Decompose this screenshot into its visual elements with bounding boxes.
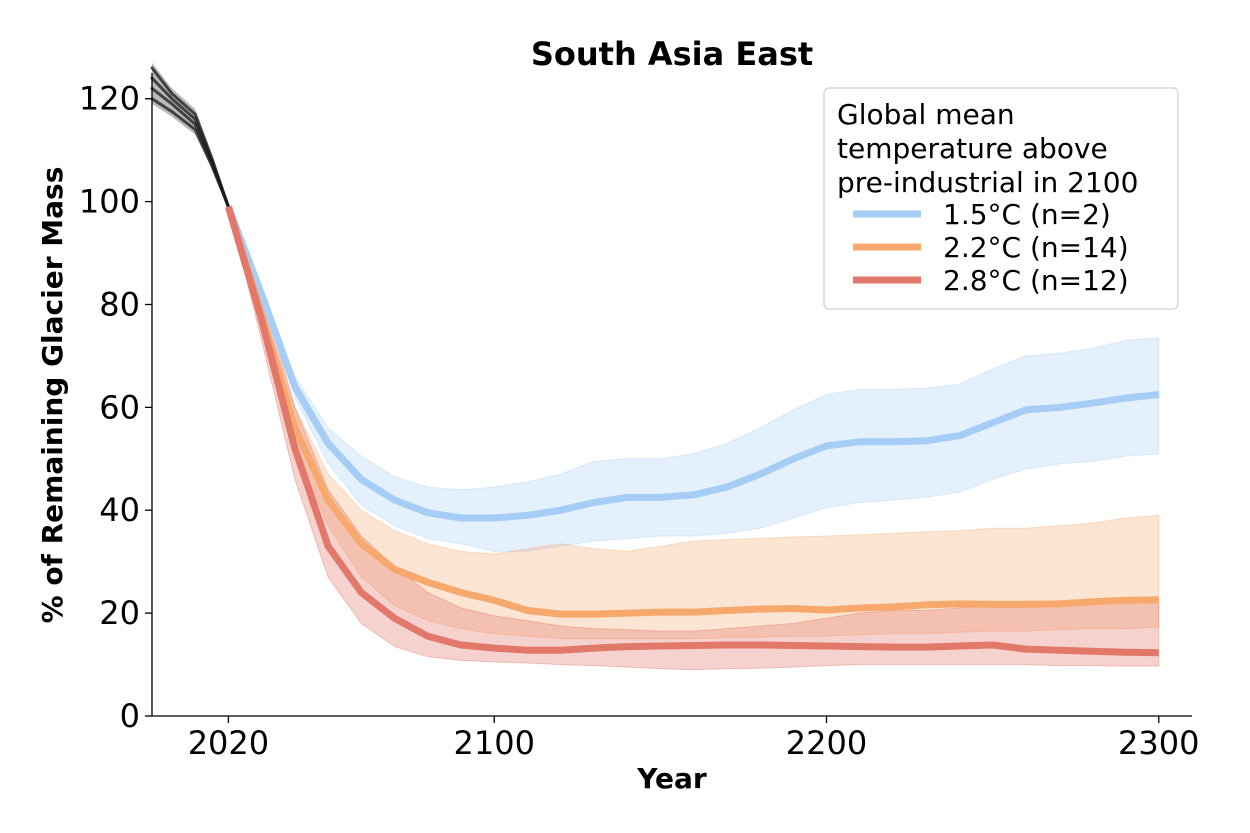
x-axis-label: Year [636, 762, 707, 795]
y-ticks: 0 20 40 60 80 100 120 [79, 80, 152, 735]
series-lines [225, 205, 1160, 657]
y-tick-label: 120 [79, 80, 140, 118]
y-tick-label: 20 [99, 594, 140, 632]
historical-runs [150, 62, 230, 209]
line-series-1 [225, 205, 1160, 522]
y-tick-label: 100 [79, 183, 140, 221]
x-ticks: 2020 2100 2200 2300 [188, 716, 1199, 762]
legend-entries: 1.5°C (n=2)2.2°C (n=14)2.8°C (n=12) [853, 198, 1129, 297]
y-tick-label: 80 [99, 285, 140, 323]
band-series-3 [227, 206, 1160, 671]
band-series-2 [227, 206, 1160, 640]
line-series-3 [225, 205, 1159, 657]
legend-title-line: temperature above [837, 132, 1108, 165]
x-tick-label: 2020 [188, 724, 269, 762]
legend-label-3: 2.8°C (n=12) [943, 264, 1129, 297]
x-tick-label: 2200 [786, 724, 867, 762]
y-axis-label: % of Remaining Glacier Mass [36, 167, 69, 624]
legend-title-line: pre-industrial in 2100 [837, 166, 1138, 199]
legend-title: Global mean temperature above pre-industri… [837, 98, 1138, 199]
historical-run-4 [150, 66, 230, 209]
legend-label-2: 2.2°C (n=14) [943, 231, 1129, 264]
chart-title: South Asia East [531, 35, 813, 73]
y-tick-label: 60 [99, 388, 140, 426]
x-tick-label: 2300 [1118, 724, 1199, 762]
line-series-2 [225, 205, 1159, 618]
historical-run-3 [150, 97, 230, 209]
y-tick-label: 0 [120, 697, 140, 735]
legend-box [823, 87, 1179, 310]
legend: Global mean temperature above pre-industri… [823, 87, 1179, 310]
legend-title-line: Global mean [837, 98, 1015, 131]
x-tick-label: 2100 [454, 724, 535, 762]
legend-label-1: 1.5°C (n=2) [943, 198, 1111, 231]
y-tick-label: 40 [99, 491, 140, 529]
